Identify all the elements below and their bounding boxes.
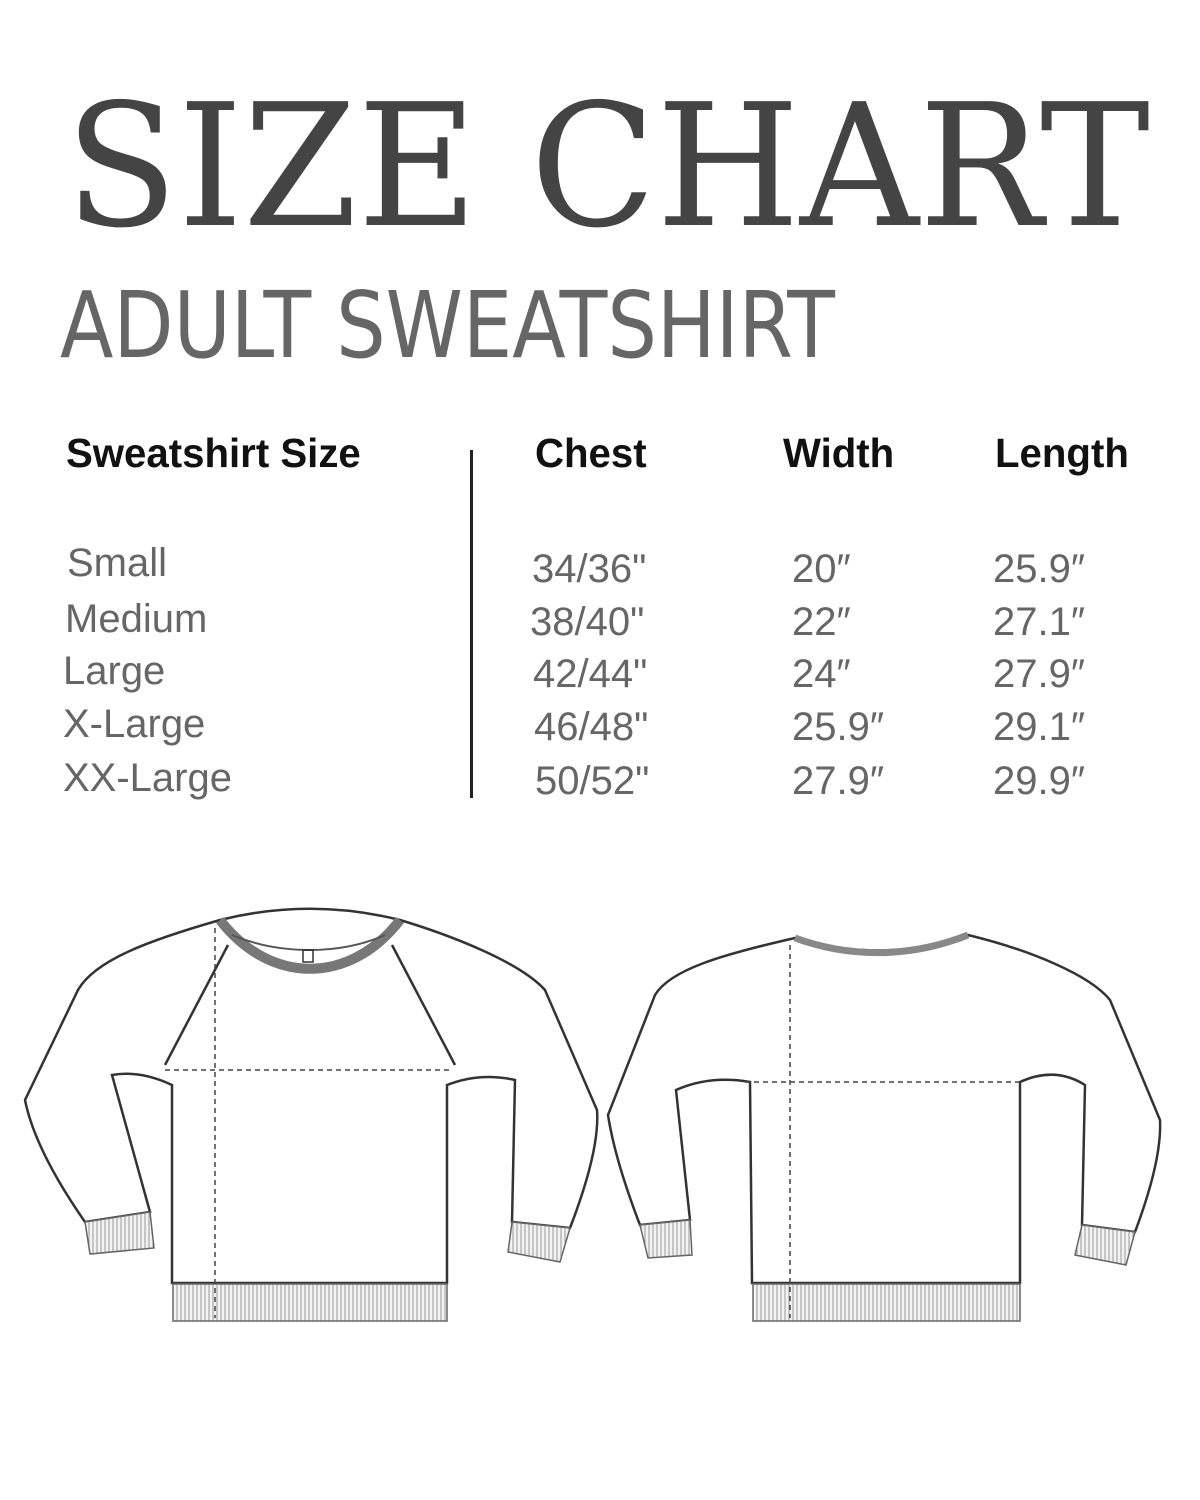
chest-cell: 50/52" xyxy=(535,759,650,803)
length-cell: 29.9″ xyxy=(993,759,1086,803)
header-chest: Chest xyxy=(535,430,647,476)
size-cell: XX-Large xyxy=(63,756,232,800)
page-title: SIZE CHART xyxy=(65,80,1150,266)
header-length: Length xyxy=(995,430,1129,476)
sweatshirt-back-illustration xyxy=(606,931,1162,1322)
header-width: Width xyxy=(783,430,895,476)
size-cell: Medium xyxy=(65,597,208,641)
chest-cell: 38/40" xyxy=(530,600,645,644)
width-cell: 22″ xyxy=(792,600,851,644)
width-cell: 25.9″ xyxy=(792,705,885,749)
length-cell: 27.1″ xyxy=(993,600,1086,644)
heading-block: SIZE CHART ADULT SWEATSHIRT xyxy=(60,80,1150,379)
length-cell: 29.1″ xyxy=(993,705,1086,749)
width-cell: 24″ xyxy=(792,652,851,696)
size-cell: X-Large xyxy=(63,702,206,746)
chest-cell: 34/36" xyxy=(532,547,647,591)
length-cell: 27.9″ xyxy=(993,652,1086,696)
size-cell: Large xyxy=(63,649,166,693)
sweatshirt-front-illustration xyxy=(23,907,599,1322)
chest-cell: 46/48" xyxy=(534,705,649,749)
size-cell: Small xyxy=(67,541,168,585)
length-cell: 25.9″ xyxy=(993,547,1086,591)
chest-cell: 42/44" xyxy=(533,652,648,696)
header-size: Sweatshirt Size xyxy=(66,430,361,476)
width-cell: 20″ xyxy=(792,547,851,591)
page-subtitle: ADULT SWEATSHIRT xyxy=(60,272,836,379)
width-cell: 27.9″ xyxy=(792,759,885,803)
sweatshirt-diagrams xyxy=(23,907,1162,1322)
column-divider xyxy=(470,450,473,798)
